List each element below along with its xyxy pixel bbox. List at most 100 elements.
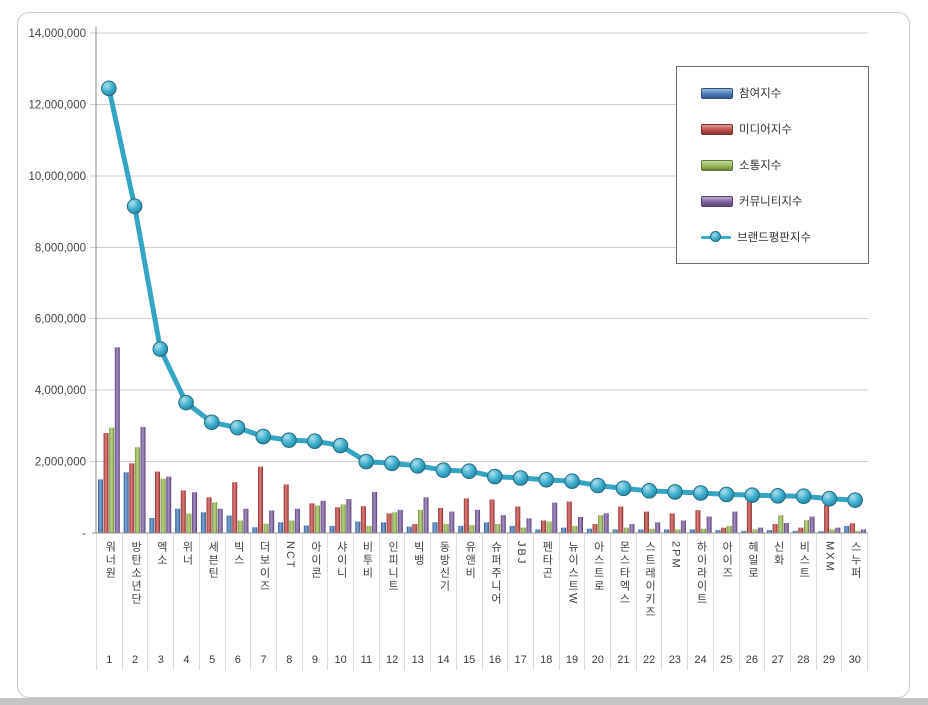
bar — [706, 516, 712, 533]
bar — [546, 521, 552, 533]
bar — [269, 510, 275, 533]
category-rank: 3 — [157, 654, 164, 666]
line-marker — [101, 80, 117, 97]
bar — [752, 529, 758, 533]
category-rank: 12 — [385, 654, 399, 666]
category-label: 방탄소년단 — [129, 541, 142, 606]
y-axis-tick-label: 14,000,000 — [28, 28, 86, 40]
category-rank: 22 — [642, 654, 656, 666]
category-label: 스누퍼 — [849, 541, 862, 580]
category-label: 동방신기 — [437, 541, 450, 593]
category-cell: 더보이즈 7 — [250, 534, 276, 670]
category-label: MXM — [823, 541, 836, 573]
category-rank: 28 — [797, 654, 810, 666]
bar — [186, 513, 192, 533]
line-marker — [487, 468, 503, 485]
y-axis-tick-labels: - 2,000,000 4,000,000 6,000,000 8,000,000 10,… — [28, 28, 86, 540]
category-label: 세븐틴 — [206, 541, 219, 580]
bar — [123, 472, 129, 533]
bar — [535, 529, 541, 533]
line-marker — [409, 458, 426, 474]
category-rank: 15 — [463, 654, 476, 666]
category-label: 인피니트 — [386, 541, 399, 593]
bar — [726, 525, 732, 533]
bar — [166, 476, 172, 533]
legend-item-label: 참여지수 — [739, 88, 782, 100]
bar — [392, 512, 398, 533]
bar — [655, 522, 661, 533]
bar — [618, 506, 624, 533]
bar — [443, 524, 449, 533]
bar — [577, 516, 583, 533]
line-marker — [590, 477, 606, 494]
bar — [335, 507, 341, 533]
bar — [669, 513, 675, 533]
category-cell: 아이콘 9 — [301, 534, 328, 670]
category-rank: 17 — [514, 654, 527, 666]
bar — [191, 492, 197, 533]
bar — [612, 529, 618, 533]
y-axis-tick-label: 2,000,000 — [35, 457, 86, 469]
legend-item: 커뮤니티지수 — [701, 193, 862, 209]
bar — [283, 484, 289, 533]
bar — [289, 520, 295, 533]
bar — [160, 478, 166, 533]
line-marker — [718, 486, 735, 503]
bar — [155, 471, 161, 533]
bar — [469, 525, 475, 533]
bar — [175, 508, 181, 533]
bar — [792, 530, 798, 533]
y-axis-tick-label: 12,000,000 — [28, 99, 86, 111]
category-rank: 13 — [411, 654, 424, 666]
category-rank: 11 — [360, 654, 373, 666]
category-cell: 스트레이키즈 22 — [635, 534, 662, 670]
y-axis-tick-label: 10,000,000 — [28, 171, 86, 183]
line-marker — [255, 428, 272, 445]
bar — [623, 527, 629, 533]
bar — [526, 518, 532, 533]
bar — [566, 501, 572, 533]
bar — [329, 525, 335, 533]
bar — [552, 502, 558, 533]
category-cell: MXM 29 — [815, 534, 842, 670]
category-cell: JBJ 17 — [507, 534, 533, 670]
bar — [741, 530, 747, 533]
bar — [237, 520, 243, 533]
category-cell: 유앤비 15 — [455, 534, 482, 670]
category-label: 더보이즈 — [258, 541, 271, 593]
bar — [638, 529, 644, 533]
category-rank: 9 — [311, 654, 319, 666]
bar — [226, 515, 232, 533]
category-cell: 뉴이스트W 19 — [558, 534, 585, 670]
bar — [680, 520, 686, 533]
line-marker — [538, 471, 555, 488]
category-cell: 스누퍼 30 — [841, 534, 869, 670]
bar — [603, 513, 609, 533]
line-marker — [435, 462, 452, 478]
bar — [798, 527, 804, 533]
line-marker — [332, 437, 349, 454]
line-marker — [306, 433, 323, 450]
line-marker — [152, 341, 169, 357]
category-rank: 2 — [131, 654, 139, 666]
category-cell: 세븐틴 5 — [198, 534, 225, 670]
bar — [252, 527, 258, 533]
category-label: 아이즈 — [720, 541, 733, 580]
bar — [489, 499, 495, 533]
bar — [243, 508, 249, 533]
category-cell: 동방신기 14 — [430, 534, 456, 670]
category-rank: 25 — [720, 654, 733, 666]
bar — [592, 524, 598, 533]
category-cell: 헤일로 26 — [738, 534, 765, 670]
legend-item: 미디어지수 — [701, 121, 862, 137]
bar — [664, 529, 670, 533]
bar — [829, 529, 835, 533]
bar — [541, 520, 547, 533]
legend-bar-swatch — [701, 87, 733, 99]
bar — [715, 530, 721, 533]
line-marker — [512, 470, 529, 486]
bar — [257, 466, 263, 533]
y-axis-tick-label: 8,000,000 — [35, 242, 86, 254]
bar — [572, 525, 578, 533]
